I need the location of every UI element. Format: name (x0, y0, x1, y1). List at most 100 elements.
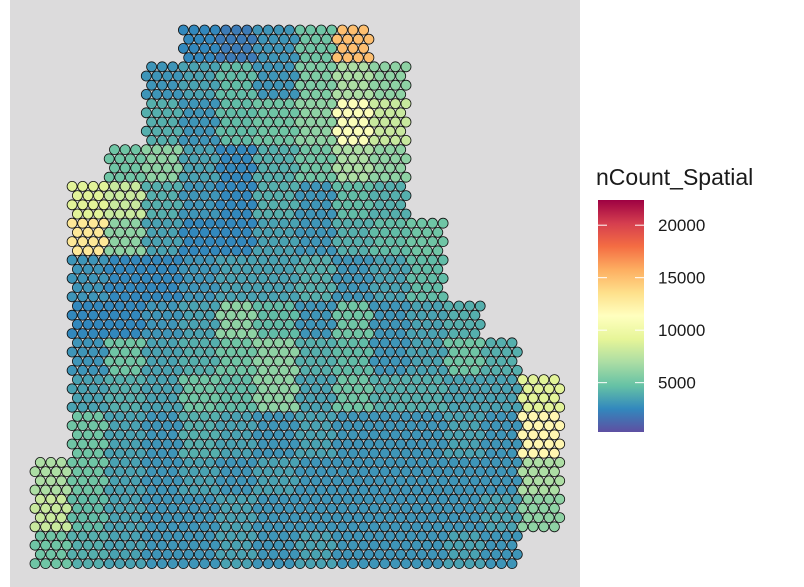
spot (352, 549, 364, 560)
spot (299, 70, 311, 82)
spot (72, 410, 83, 422)
spot (199, 521, 211, 533)
spot (321, 33, 332, 45)
spot (273, 318, 285, 330)
spot (103, 447, 115, 459)
spot (321, 346, 332, 358)
spot (82, 300, 94, 312)
spot (480, 512, 491, 523)
spot (93, 447, 104, 459)
spot (156, 171, 168, 183)
spot (384, 89, 396, 100)
spot (262, 466, 274, 478)
spot (61, 466, 73, 478)
spot (326, 429, 338, 441)
spot (395, 530, 407, 542)
spot (315, 337, 327, 349)
spot (554, 512, 566, 523)
spot (236, 199, 248, 211)
spot (119, 328, 131, 340)
spot (495, 466, 507, 478)
spot (321, 199, 332, 211)
spot (140, 456, 152, 468)
spot (485, 392, 497, 404)
spot (490, 549, 502, 560)
spot (352, 254, 364, 266)
spot (379, 355, 391, 367)
spot (411, 521, 423, 533)
spot (511, 383, 523, 395)
spot (405, 328, 417, 340)
spot (140, 401, 152, 413)
spot (352, 107, 364, 119)
spot (135, 300, 147, 312)
spot (384, 328, 396, 340)
spot (29, 521, 41, 533)
spot (193, 383, 205, 395)
spot (29, 558, 41, 569)
spot (374, 475, 385, 487)
spot (124, 153, 136, 165)
spot (262, 79, 274, 91)
spot (220, 153, 232, 165)
spot (66, 549, 78, 560)
spot (241, 245, 253, 257)
spot (549, 392, 560, 404)
spot (283, 337, 295, 349)
spot (480, 456, 491, 468)
spot (177, 208, 189, 220)
spot (474, 539, 486, 551)
spot (432, 429, 444, 441)
spot (130, 144, 142, 156)
spot (156, 282, 168, 294)
spot (405, 346, 417, 358)
spot (273, 539, 285, 551)
spot (103, 355, 115, 367)
spot (257, 401, 269, 413)
spot (358, 300, 370, 312)
spot (156, 539, 168, 551)
spot (199, 43, 211, 54)
spot (347, 337, 359, 349)
spot (172, 383, 184, 395)
spot (199, 355, 211, 367)
spot (533, 438, 544, 450)
spot (177, 337, 189, 349)
spot (66, 383, 78, 395)
spot (246, 346, 258, 358)
spot (427, 438, 438, 450)
spot (236, 456, 248, 468)
spot (278, 217, 290, 229)
spot (209, 558, 221, 569)
spot (72, 318, 83, 330)
spot (384, 70, 396, 82)
spot (448, 456, 460, 468)
spot (363, 199, 375, 211)
spot (252, 263, 264, 275)
spot (72, 355, 83, 367)
spot (495, 410, 507, 422)
spot (299, 456, 311, 468)
spot (347, 208, 359, 220)
spot (278, 162, 290, 174)
spot (87, 364, 99, 376)
spot (246, 52, 258, 63)
spot (40, 502, 51, 514)
spot (326, 263, 338, 275)
spot (119, 346, 131, 358)
spot (427, 512, 438, 523)
spot (321, 309, 332, 321)
spot (268, 107, 279, 119)
spot (310, 401, 322, 413)
spot (193, 254, 205, 266)
spot (326, 374, 338, 386)
spot (305, 392, 317, 404)
spot (533, 493, 544, 505)
spot (220, 521, 232, 533)
spot (82, 208, 94, 220)
spot (411, 318, 423, 330)
spot (448, 493, 460, 505)
spot (268, 383, 279, 395)
spot (347, 392, 359, 404)
spot (252, 226, 264, 238)
